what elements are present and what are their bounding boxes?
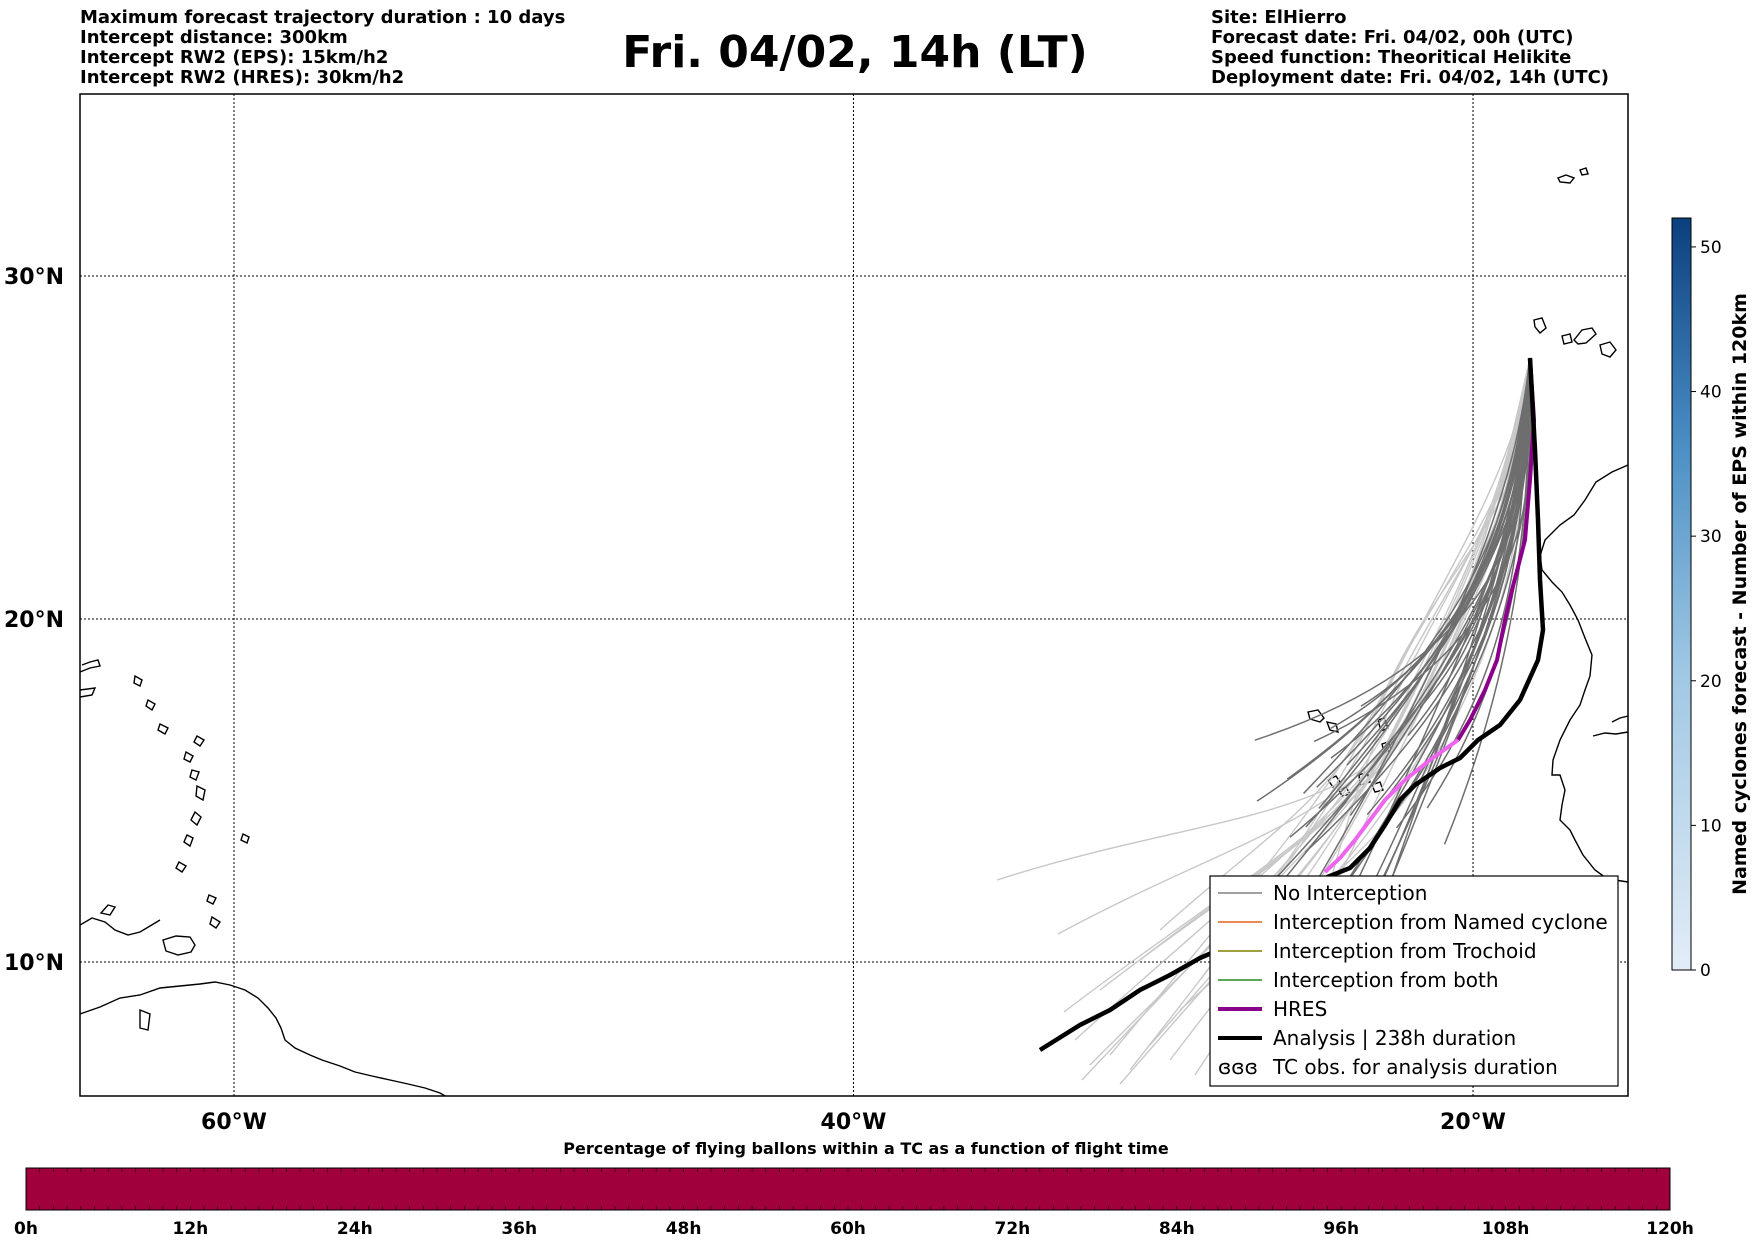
eps-trajectory xyxy=(1316,357,1531,788)
eps-trajectory xyxy=(1304,357,1531,853)
header-left-line: Maximum forecast trajectory duration : 1… xyxy=(80,7,566,28)
colorbar-tick-label: 20 xyxy=(1700,672,1722,692)
header-left-info: Maximum forecast trajectory duration : 1… xyxy=(80,8,565,88)
latitude-label: 20°N xyxy=(4,608,64,633)
map-frame xyxy=(79,93,1629,1097)
latitude-label: 10°N xyxy=(4,951,64,976)
eps-trajectory xyxy=(1276,357,1531,889)
coastline-canary-3 xyxy=(1573,327,1597,345)
coastline-margarita xyxy=(139,1008,151,1031)
legend-label: Analysis | 238h duration xyxy=(1273,1026,1516,1050)
coastlines xyxy=(80,167,1628,1096)
coastline-virgin-islands xyxy=(80,659,101,673)
latitude-label: 30°N xyxy=(4,265,64,290)
coastline-madeira xyxy=(1557,174,1576,184)
coastline-aruba xyxy=(99,904,117,916)
longitude-labels: 60°W 40°W 20°W xyxy=(201,1110,1506,1135)
header-right-info: Site: ElHierro Forecast date: Fri. 04/02… xyxy=(1211,8,1609,88)
coastline-puerto-rico xyxy=(80,687,97,698)
longitude-label: 20°W xyxy=(1440,1110,1506,1135)
legend-label: TC obs. for analysis duration xyxy=(1272,1055,1558,1079)
header-right-line: Forecast date: Fri. 04/02, 00h (UTC) xyxy=(1211,27,1574,48)
coastline-barbados xyxy=(240,833,250,844)
coastline-lesser-antilles-3 xyxy=(189,769,200,781)
coastline-cape-verde-7 xyxy=(1371,781,1384,793)
hres-trajectory-recent xyxy=(1323,738,1460,874)
analysis-trajectory xyxy=(1038,357,1546,1052)
coastline-lesser-antilles-7 xyxy=(175,861,187,873)
header-left-line: Intercept distance: 300km xyxy=(80,27,348,48)
header-right-line: Speed function: Theoritical Helikite xyxy=(1211,47,1572,68)
header-left-line: Intercept RW2 (HRES): 30km/h2 xyxy=(80,67,405,88)
coastline-lesser-antilles-5 xyxy=(190,810,202,827)
legend-label: Interception from both xyxy=(1273,968,1499,992)
coastline-africa-gambia xyxy=(1592,731,1628,737)
legend-box xyxy=(1209,875,1619,1087)
coastline-leeward-1 xyxy=(133,674,143,687)
coastline-tobago xyxy=(209,915,221,929)
colorbar-right-label: Named cyclones forecast - Number of EPS … xyxy=(1729,293,1751,895)
legend-label: No Interception xyxy=(1273,881,1427,905)
coastline-leeward-3 xyxy=(157,723,169,735)
coastline-africa xyxy=(1539,464,1628,883)
header-left-line: Intercept RW2 (EPS): 15km/h2 xyxy=(80,47,389,68)
eps-trajectory xyxy=(1305,357,1531,828)
longitude-label: 40°W xyxy=(821,1110,887,1135)
header-right-line: Deployment date: Fri. 04/02, 14h (UTC) xyxy=(1211,67,1610,88)
eps-trajectory xyxy=(1159,357,1531,931)
coastline-cape-verde-1 xyxy=(1307,709,1325,723)
longitude-label: 60°W xyxy=(201,1110,267,1135)
coastline-lesser-antilles-8 xyxy=(206,894,217,905)
coastline-lesser-antilles-2 xyxy=(183,750,194,763)
hres-trajectory xyxy=(1456,357,1537,742)
coastline-lesser-antilles-4 xyxy=(195,784,206,802)
legend: No Interception Interception from Named c… xyxy=(1209,875,1619,1087)
legend-symbol-tc-icon: ɞɞɞ xyxy=(1218,1055,1258,1079)
coastline-lesser-antilles-6 xyxy=(183,834,194,848)
coastline-leeward-2 xyxy=(145,698,156,712)
colorbar-right: 0 10 20 30 40 50 Named cyclones forecast - Nu… xyxy=(1671,217,1751,981)
header-right-line: Site: ElHierro xyxy=(1211,7,1347,28)
colorbar-right-bar xyxy=(1671,217,1692,971)
latitude-labels: 30°N 20°N 10°N xyxy=(4,265,64,976)
legend-label: HRES xyxy=(1273,997,1327,1021)
coastline-cape-verde-2 xyxy=(1325,721,1339,733)
coastline-madeira-2 xyxy=(1579,167,1589,176)
map-title: Fri. 04/02, 14h (LT) xyxy=(622,27,1088,78)
colorbar-tick-label: 10 xyxy=(1700,816,1722,836)
colorbar-tick-label: 50 xyxy=(1700,238,1722,258)
legend-label: Interception from Trochoid xyxy=(1273,939,1537,963)
coastline-south-america xyxy=(80,981,447,1096)
coastline-africa-senegal xyxy=(1611,715,1628,723)
coastline-trinidad xyxy=(162,935,196,956)
coastline-canary-1 xyxy=(1533,317,1547,334)
eps-trajectory xyxy=(1330,357,1531,759)
coastline-venezuela-gulf xyxy=(80,917,161,936)
eps-trajectories-dark xyxy=(1254,357,1534,958)
colorbar-tick-label: 30 xyxy=(1700,527,1722,547)
coastline-lesser-antilles-1 xyxy=(193,735,205,747)
colorbar-tick-label: 0 xyxy=(1700,961,1711,981)
coastline-canary-4 xyxy=(1599,341,1617,358)
legend-label: Interception from Named cyclone xyxy=(1273,910,1608,934)
coastline-canary-2 xyxy=(1561,333,1573,345)
colorbar-tick-label: 40 xyxy=(1700,383,1722,403)
